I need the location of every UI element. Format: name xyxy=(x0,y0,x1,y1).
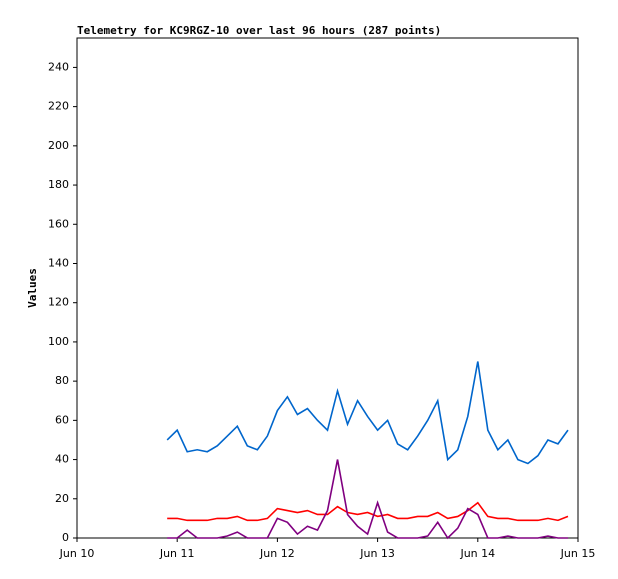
series-line xyxy=(167,501,569,522)
y-tick-label: 120 xyxy=(48,296,69,309)
y-tick-label: 80 xyxy=(55,374,69,387)
y-tick-label: 240 xyxy=(48,60,69,73)
y-tick-label: 160 xyxy=(48,217,69,230)
y-axis-label: Values xyxy=(26,268,39,308)
plot-frame xyxy=(76,37,579,539)
y-tick-label: 0 xyxy=(62,531,69,544)
x-tick-label: Jun 11 xyxy=(159,547,195,560)
y-tick-label: 200 xyxy=(48,139,69,152)
y-tick-label: 220 xyxy=(48,100,69,113)
y-tick-label: 180 xyxy=(48,178,69,191)
chart-title: Telemetry for KC9RGZ-10 over last 96 hou… xyxy=(77,24,441,37)
x-tick-label: Jun 14 xyxy=(459,547,495,560)
x-tick-label: Jun 13 xyxy=(359,547,395,560)
x-tick-label: Jun 10 xyxy=(59,547,95,560)
series-line xyxy=(167,459,568,540)
x-tick-label: Jun 12 xyxy=(259,547,295,560)
y-tick-label: 60 xyxy=(55,413,69,426)
y-tick-label: 100 xyxy=(48,335,69,348)
x-tick-label: Jun 15 xyxy=(560,547,596,560)
y-tick-label: 20 xyxy=(55,492,69,505)
y-tick-label: 40 xyxy=(55,453,69,466)
y-tick-label: 140 xyxy=(48,256,69,269)
series-line xyxy=(166,361,569,465)
